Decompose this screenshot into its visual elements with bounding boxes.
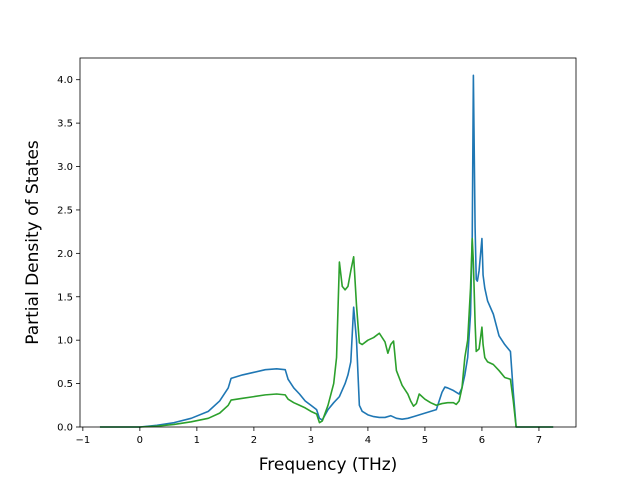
x-tick-label: 4 <box>365 435 371 446</box>
x-tick-label: 3 <box>308 435 314 446</box>
x-tick-label: 2 <box>251 435 257 446</box>
y-tick-label: 2.5 <box>57 205 73 216</box>
x-tick-label: 5 <box>422 435 428 446</box>
x-tick-label: −1 <box>75 435 90 446</box>
y-tick-label: 3.5 <box>57 119 73 130</box>
y-tick-label: 1.0 <box>57 336 73 347</box>
y-tick-label: 2.0 <box>57 249 73 260</box>
plot-lines <box>99 74 554 428</box>
x-tick-label: 7 <box>536 435 542 446</box>
y-tick-label: 3.0 <box>57 162 73 173</box>
x-axis-ticks: −1 0 1 2 3 4 5 6 7 <box>75 427 542 446</box>
y-axis-ticks: 0.0 0.5 1.0 1.5 2.0 2.5 3.0 3.5 4.0 <box>57 75 80 434</box>
series-line-2 <box>99 237 554 428</box>
y-axis-label: Partial Density of States <box>23 140 43 345</box>
x-tick-label: 6 <box>479 435 485 446</box>
plot-frame <box>79 57 577 428</box>
y-tick-label: 4.0 <box>57 75 73 86</box>
x-tick-label: 1 <box>194 435 200 446</box>
x-axis-label: Frequency (THz) <box>259 455 398 475</box>
y-tick-label: 0.5 <box>57 379 73 390</box>
y-tick-label: 0.0 <box>57 423 73 434</box>
x-tick-label: 0 <box>137 435 143 446</box>
series-line-1 <box>99 74 554 428</box>
y-tick-label: 1.5 <box>57 292 73 303</box>
